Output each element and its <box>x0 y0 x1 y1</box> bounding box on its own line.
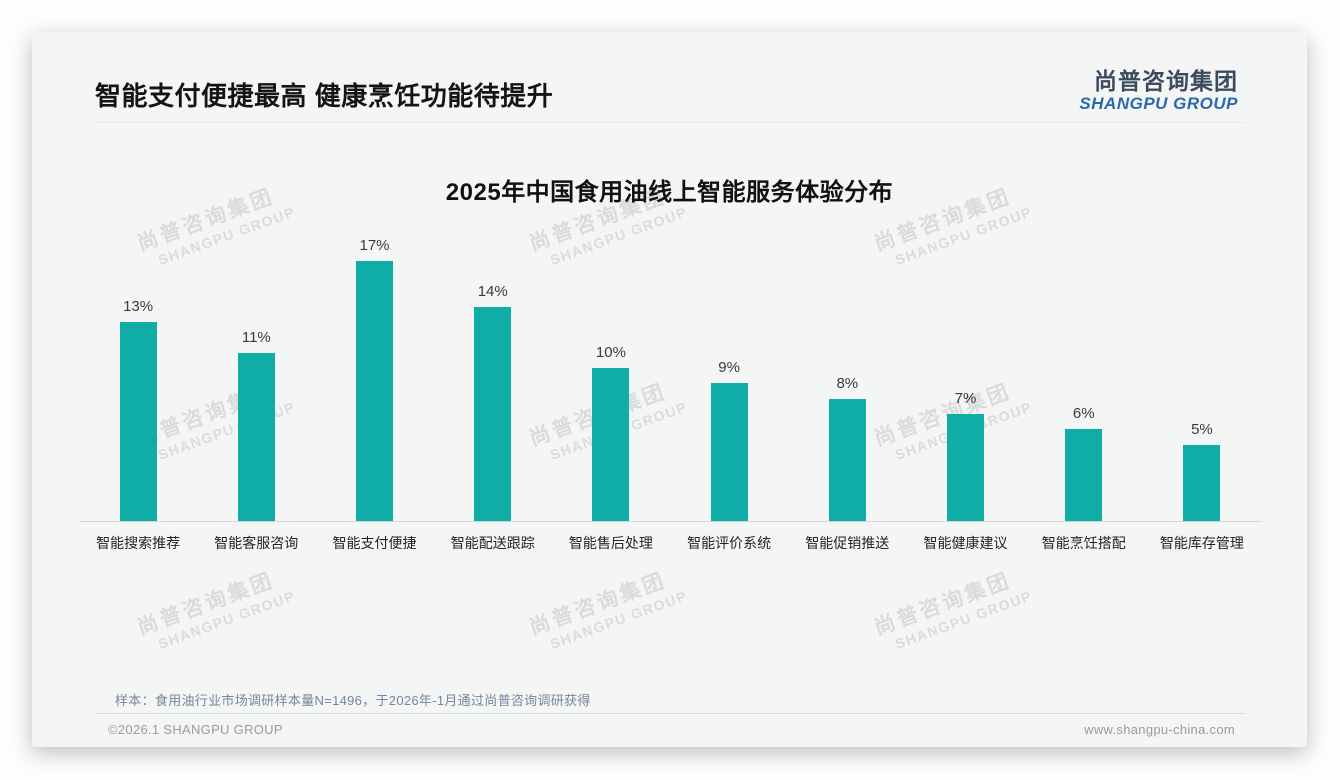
bar-value-label: 17% <box>359 236 390 254</box>
bar-group: 11% <box>197 221 315 521</box>
category-label: 智能烹饪搭配 <box>1041 535 1126 551</box>
bar-value-label: 5% <box>1191 420 1213 438</box>
website-url: www.shangpu-china.com <box>1084 722 1235 737</box>
bar-group: 9% <box>670 221 788 521</box>
category-axis: 智能搜索推荐 智能客服咨询 智能支付便捷 智能配送跟踪 智能售后处理 智能评价系统 智能促销… <box>79 533 1261 553</box>
logo-english-text: SHANGPU GROUP <box>1079 94 1238 114</box>
bar-group: 5% <box>1143 221 1261 521</box>
bar-group: 8% <box>788 221 906 521</box>
bar-group: 17% <box>315 221 433 521</box>
footer-row: ©2026.1 SHANGPU GROUP www.shangpu-china.… <box>108 722 1235 737</box>
page-title: 智能支付便捷最高 健康烹饪功能待提升 <box>95 81 554 111</box>
bar <box>1183 444 1221 521</box>
category-label: 智能评价系统 <box>687 535 772 551</box>
bar <box>710 383 748 521</box>
category-label: 智能搜索推荐 <box>96 535 181 551</box>
copyright-text: ©2026.1 SHANGPU GROUP <box>108 722 283 737</box>
bar <box>947 413 985 521</box>
bar-group: 10% <box>552 221 670 521</box>
bar-group: 14% <box>434 221 552 521</box>
report-slide: 尚普咨询集团 SHANGPU GROUP 尚普咨询集团 SHANGPU GROUP 尚普… <box>32 32 1307 747</box>
bar-value-label: 14% <box>477 282 508 300</box>
category-label: 智能客服咨询 <box>214 535 299 551</box>
bar-chart: 13% 11% 17% 14% 10% 9% 8% 7% 6% 5% 智能搜索推荐 智能客服咨询 智能… <box>79 221 1261 553</box>
bar <box>356 260 393 521</box>
category-label: 智能支付便捷 <box>332 535 417 551</box>
bar-group: 7% <box>906 221 1024 521</box>
bar <box>592 368 630 521</box>
bar-value-label: 9% <box>718 359 740 377</box>
x-axis-line <box>79 521 1261 522</box>
bar-group: 6% <box>1025 221 1143 521</box>
bar-value-label: 8% <box>836 374 859 392</box>
category-label: 智能库存管理 <box>1159 535 1244 551</box>
category-label: 智能健康建议 <box>923 535 1008 551</box>
plot-area: 13% 11% 17% 14% 10% 9% 8% 7% 6% 5% <box>79 221 1261 521</box>
sample-note: 样本：食用油行业市场调研样本量N=1496，于2026年-1月通过尚普咨询调研获… <box>115 693 591 708</box>
bar-value-label: 10% <box>595 344 626 361</box>
bar <box>474 306 512 521</box>
footer-divider <box>95 713 1245 714</box>
chart-title: 2025年中国食用油线上智能服务体验分布 <box>445 179 894 206</box>
category-label: 智能配送跟踪 <box>450 535 535 551</box>
header-divider <box>95 122 1245 123</box>
category-label: 智能售后处理 <box>568 535 653 551</box>
bar-value-label: 6% <box>1072 405 1095 423</box>
bar <box>237 352 275 521</box>
bar <box>1065 429 1103 521</box>
category-label: 智能促销推送 <box>805 535 890 551</box>
logo-chinese-text: 尚普咨询集团 <box>1094 68 1238 94</box>
bar-value-label: 13% <box>123 298 154 316</box>
bar <box>828 398 866 521</box>
company-logo: 尚普咨询集团 SHANGPU GROUP <box>1079 68 1238 114</box>
bar <box>119 322 157 521</box>
bar-group: 13% <box>79 221 197 521</box>
bar-value-label: 11% <box>241 328 271 346</box>
bar-value-label: 7% <box>954 389 977 407</box>
